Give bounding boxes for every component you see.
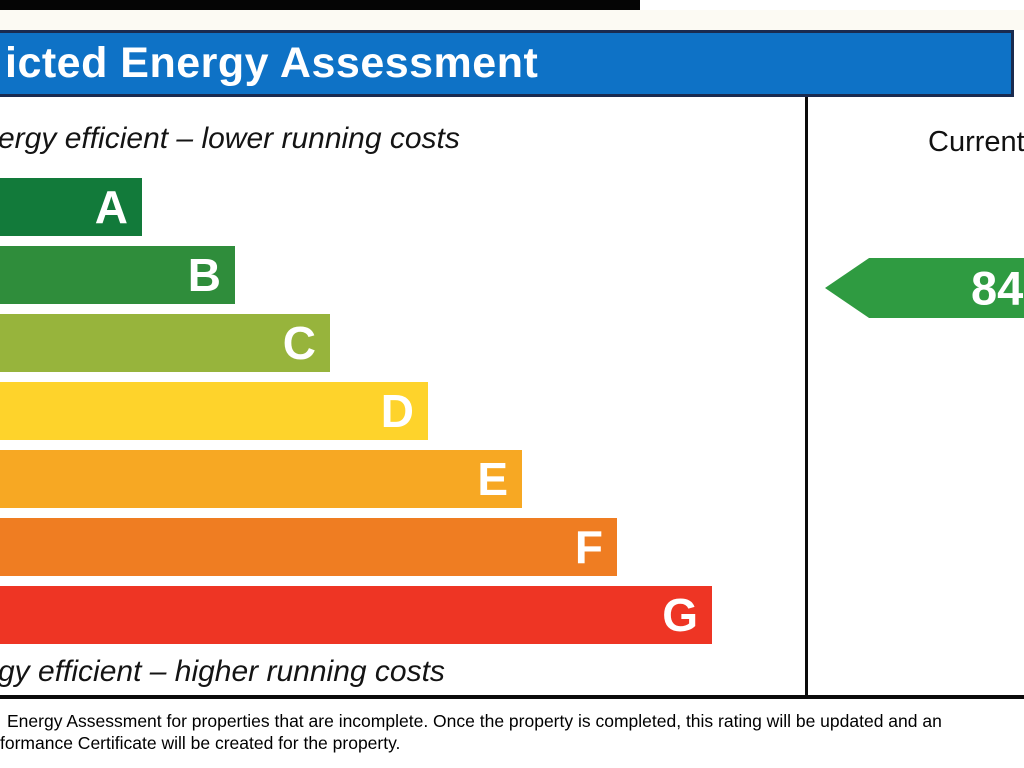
page-title: icted Energy Assessment <box>5 39 539 87</box>
band-b-letter: B <box>187 249 221 301</box>
band-d: D <box>0 382 428 440</box>
chart-bottom-border <box>0 695 1024 699</box>
current-rating-arrow: 84 <box>825 258 1024 318</box>
footer-disclaimer-line-2: formance Certificate will be created for… <box>0 733 401 753</box>
band-b: B <box>0 246 235 304</box>
current-rating-value: 84 <box>971 261 1024 315</box>
band-f-letter: F <box>574 521 603 573</box>
band-c-letter: C <box>282 317 316 369</box>
title-bar: icted Energy Assessment <box>0 30 1014 97</box>
footer-disclaimer-line-1: Energy Assessment for properties that ar… <box>7 711 942 731</box>
band-c: C <box>0 314 330 372</box>
top-background-band <box>0 10 1024 30</box>
caption-lower-running-costs: ergy efficient – lower running costs <box>0 122 460 155</box>
band-g: G <box>0 586 712 644</box>
band-e: E <box>0 450 522 508</box>
band-f: F <box>0 518 617 576</box>
column-divider-line <box>805 97 808 695</box>
caption-higher-running-costs: gy efficient – higher running costs <box>0 655 445 688</box>
band-e-letter: E <box>477 453 508 505</box>
band-a-letter: A <box>94 181 128 233</box>
band-a: A <box>0 178 142 236</box>
band-d-letter: D <box>380 385 414 437</box>
band-g-letter: G <box>662 589 698 641</box>
top-black-strip <box>0 0 640 10</box>
current-column-heading: Current <box>928 126 1024 158</box>
